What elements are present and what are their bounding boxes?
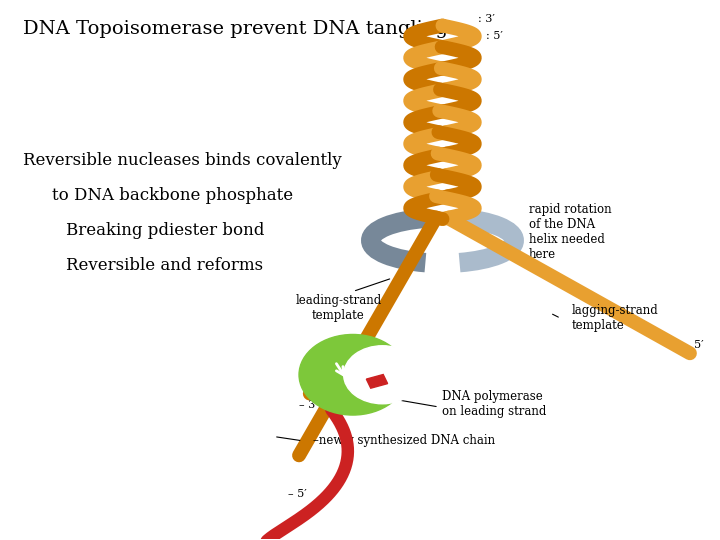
Text: rapid rotation
of the DNA
helix needed
here: rapid rotation of the DNA helix needed h… [528, 203, 611, 261]
Text: : 3′: : 3′ [478, 14, 495, 24]
Text: Reversible nucleases binds covalently: Reversible nucleases binds covalently [23, 152, 342, 169]
Text: Reversible and reforms: Reversible and reforms [66, 256, 263, 274]
Text: 3′: 3′ [400, 367, 409, 377]
Text: leading-strand
template: leading-strand template [295, 294, 382, 322]
Text: –newly synthesized DNA chain: –newly synthesized DNA chain [313, 434, 495, 447]
Text: lagging-strand
template: lagging-strand template [572, 305, 658, 332]
Text: to DNA backbone phosphate: to DNA backbone phosphate [52, 187, 293, 204]
Text: – 5′: – 5′ [288, 489, 307, 499]
Text: DNA polymerase
on leading strand: DNA polymerase on leading strand [443, 390, 547, 418]
Bar [366, 375, 387, 388]
Circle shape [343, 346, 421, 404]
Text: – 3′: – 3′ [299, 400, 318, 410]
Text: 5′: 5′ [693, 340, 703, 350]
Circle shape [299, 334, 407, 415]
Text: : 5′: : 5′ [485, 31, 503, 40]
Text: DNA Topoisomerase prevent DNA tangling: DNA Topoisomerase prevent DNA tangling [23, 20, 448, 38]
Text: Breaking pdiester bond: Breaking pdiester bond [66, 221, 264, 239]
